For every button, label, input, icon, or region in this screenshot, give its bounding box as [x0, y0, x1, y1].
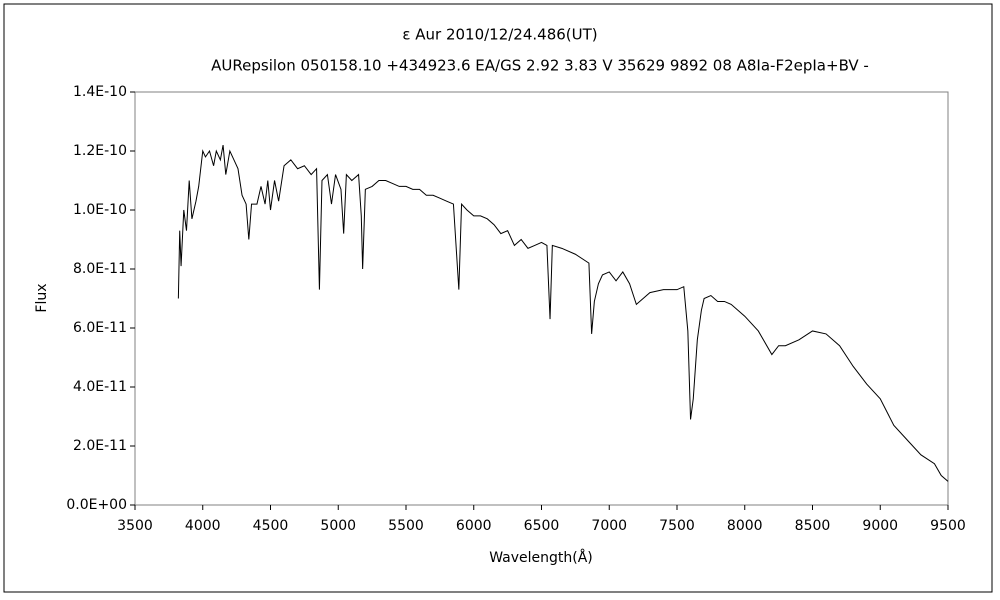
y-tick-label: 1.2E-10 [73, 143, 127, 159]
x-tick-label: 6500 [524, 518, 560, 534]
x-tick-label: 3500 [117, 518, 153, 534]
y-tick-label: 1.0E-10 [73, 202, 127, 218]
spectrum-line [177, 145, 949, 482]
y-tick-label: 8.0E-11 [73, 261, 127, 277]
x-tick-label: 9500 [930, 518, 966, 534]
y-axis-label: Flux [34, 283, 50, 312]
y-tick-label: 1.4E-10 [73, 84, 127, 100]
y-tick-label: 6.0E-11 [73, 320, 127, 336]
y-tick-label: 0.0E+00 [66, 497, 127, 513]
x-tick-label: 8000 [727, 518, 763, 534]
x-tick-label: 7000 [591, 518, 627, 534]
x-tick-label: 5000 [320, 518, 356, 534]
chart-title: ε Aur 2010/12/24.486(UT) [402, 26, 597, 44]
x-tick-label: 8500 [795, 518, 831, 534]
x-axis-label: Wavelength(Å) [489, 549, 593, 566]
chart-subtitle: AURepsilon 050158.10 +434923.6 EA/GS 2.9… [211, 57, 869, 75]
x-tick-label: 7500 [659, 518, 695, 534]
x-tick-label: 6000 [456, 518, 492, 534]
x-tick-label: 4500 [253, 518, 289, 534]
x-tick-label: 4000 [185, 518, 221, 534]
y-tick-label: 2.0E-11 [73, 438, 127, 454]
plot-area [134, 91, 949, 506]
x-tick-label: 9000 [862, 518, 898, 534]
y-tick-label: 4.0E-11 [73, 379, 127, 395]
x-tick-label: 5500 [388, 518, 424, 534]
